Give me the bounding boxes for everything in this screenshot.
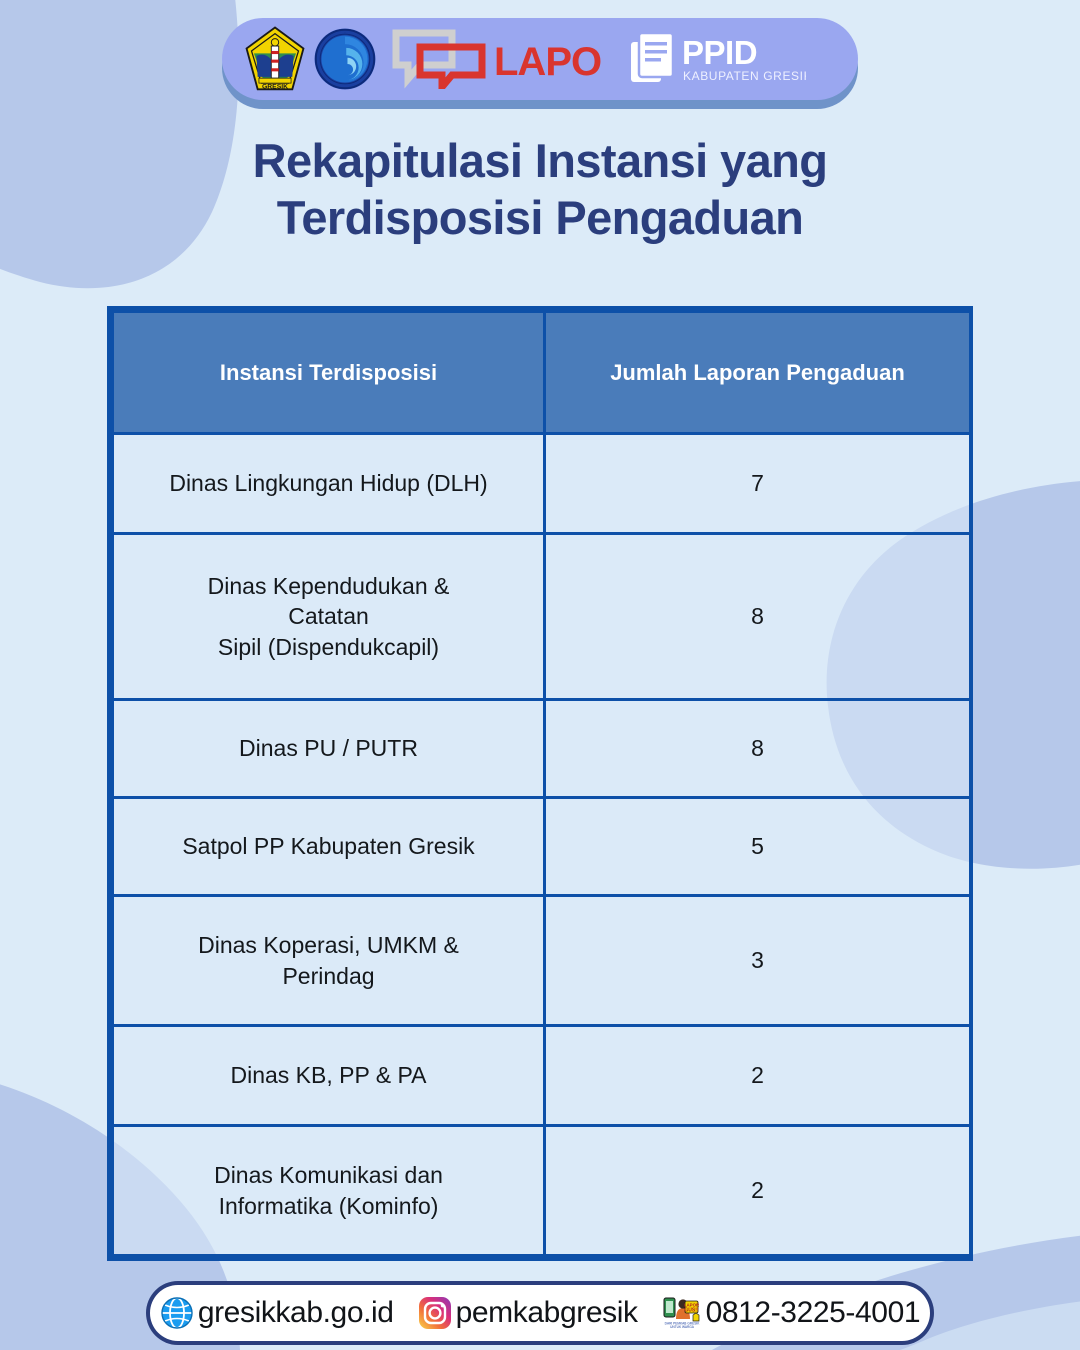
cell-jumlah: 8 [543, 698, 972, 799]
lapor-gusti-icon: LAPOR GUS!! DARI PEMKAB GRESIK UNTUK WAR… [661, 1295, 702, 1331]
cell-instansi: Dinas Koperasi, UMKM & Perindag [111, 894, 546, 1027]
lapor-icon: LAPOR! [384, 29, 602, 89]
table-row: Satpol PP Kabupaten Gresik 5 [111, 796, 972, 897]
svg-text:·: · [344, 30, 345, 35]
footer-pill: gresikkab.go.id [150, 1285, 930, 1341]
page-title-line-1: Rekapitulasi Instansi yang [252, 134, 828, 187]
recap-table-element: Instansi Terdisposisi Jumlah Laporan Pen… [111, 310, 972, 1257]
header-logo-bar: GRESIK · LAPOR! [222, 18, 858, 109]
svg-text:GRESIK: GRESIK [262, 84, 288, 91]
table-header-row: Instansi Terdisposisi Jumlah Laporan Pen… [111, 310, 972, 435]
page-title-line-2: Terdisposisi Pengaduan [276, 191, 804, 245]
recap-table: Instansi Terdisposisi Jumlah Laporan Pen… [107, 306, 973, 1261]
cell-instansi: Dinas KB, PP & PA [111, 1024, 546, 1127]
ppid-icon: PPID KABUPATEN GRESIK [610, 30, 806, 88]
svg-text:LAPOR!: LAPOR! [494, 40, 602, 84]
svg-text:UNTUK WARGA: UNTUK WARGA [670, 1325, 695, 1329]
footer-instagram-text: pemkabgresik [455, 1296, 638, 1329]
cell-instansi: Dinas Lingkungan Hidup (DLH) [111, 432, 546, 535]
svg-text:KABUPATEN GRESIK: KABUPATEN GRESIK [683, 69, 806, 83]
cell-jumlah: 7 [543, 432, 972, 535]
table-row: Dinas KB, PP & PA 2 [111, 1024, 972, 1127]
instagram-icon [418, 1296, 452, 1330]
footer-phone[interactable]: LAPOR GUS!! DARI PEMKAB GRESIK UNTUK WAR… [661, 1295, 921, 1331]
globe-icon [160, 1296, 194, 1330]
footer-phone-text: 0812-3225-4001 [705, 1296, 921, 1329]
footer-website-text: gresikkab.go.id [197, 1296, 394, 1329]
svg-text:PPID: PPID [682, 34, 757, 71]
table-head: Instansi Terdisposisi Jumlah Laporan Pen… [111, 310, 972, 435]
footer-website[interactable]: gresikkab.go.id [160, 1296, 394, 1330]
table-row: Dinas PU / PUTR 8 [111, 698, 972, 799]
page-title: Rekapitulasi Instansi yang Terdisposisi … [0, 132, 1080, 247]
gresik-crest-icon: GRESIK [244, 25, 306, 93]
table-row: Dinas Koperasi, UMKM & Perindag 3 [111, 894, 972, 1027]
table-row: Dinas Kependudukan & Catatan Sipil (Dispen… [111, 532, 972, 701]
kominfo-gresik-icon: · [314, 28, 376, 90]
cell-instansi: Satpol PP Kabupaten Gresik [111, 796, 546, 897]
table-row: Dinas Lingkungan Hidup (DLH) 7 [111, 432, 972, 535]
cell-jumlah: 8 [543, 532, 972, 701]
svg-text:GUS!!: GUS!! [684, 1308, 699, 1314]
column-header-jumlah: Jumlah Laporan Pengaduan [543, 310, 972, 435]
cell-jumlah: 2 [543, 1124, 972, 1257]
footer-contact-bar: gresikkab.go.id [150, 1285, 930, 1341]
cell-instansi: Dinas Komunikasi dan Informatika (Kominfo… [111, 1124, 546, 1257]
cell-jumlah: 3 [543, 894, 972, 1027]
logo-bar: GRESIK · LAPOR! [222, 18, 858, 100]
table-body: Dinas Lingkungan Hidup (DLH) 7 Dinas Kep… [111, 432, 972, 1257]
cell-jumlah: 5 [543, 796, 972, 897]
cell-instansi: Dinas PU / PUTR [111, 698, 546, 799]
column-header-instansi: Instansi Terdisposisi [111, 310, 546, 435]
table-row: Dinas Komunikasi dan Informatika (Kominfo… [111, 1124, 972, 1257]
cell-jumlah: 2 [543, 1024, 972, 1127]
footer-instagram[interactable]: pemkabgresik [418, 1296, 638, 1330]
cell-instansi: Dinas Kependudukan & Catatan Sipil (Dispen… [111, 532, 546, 701]
